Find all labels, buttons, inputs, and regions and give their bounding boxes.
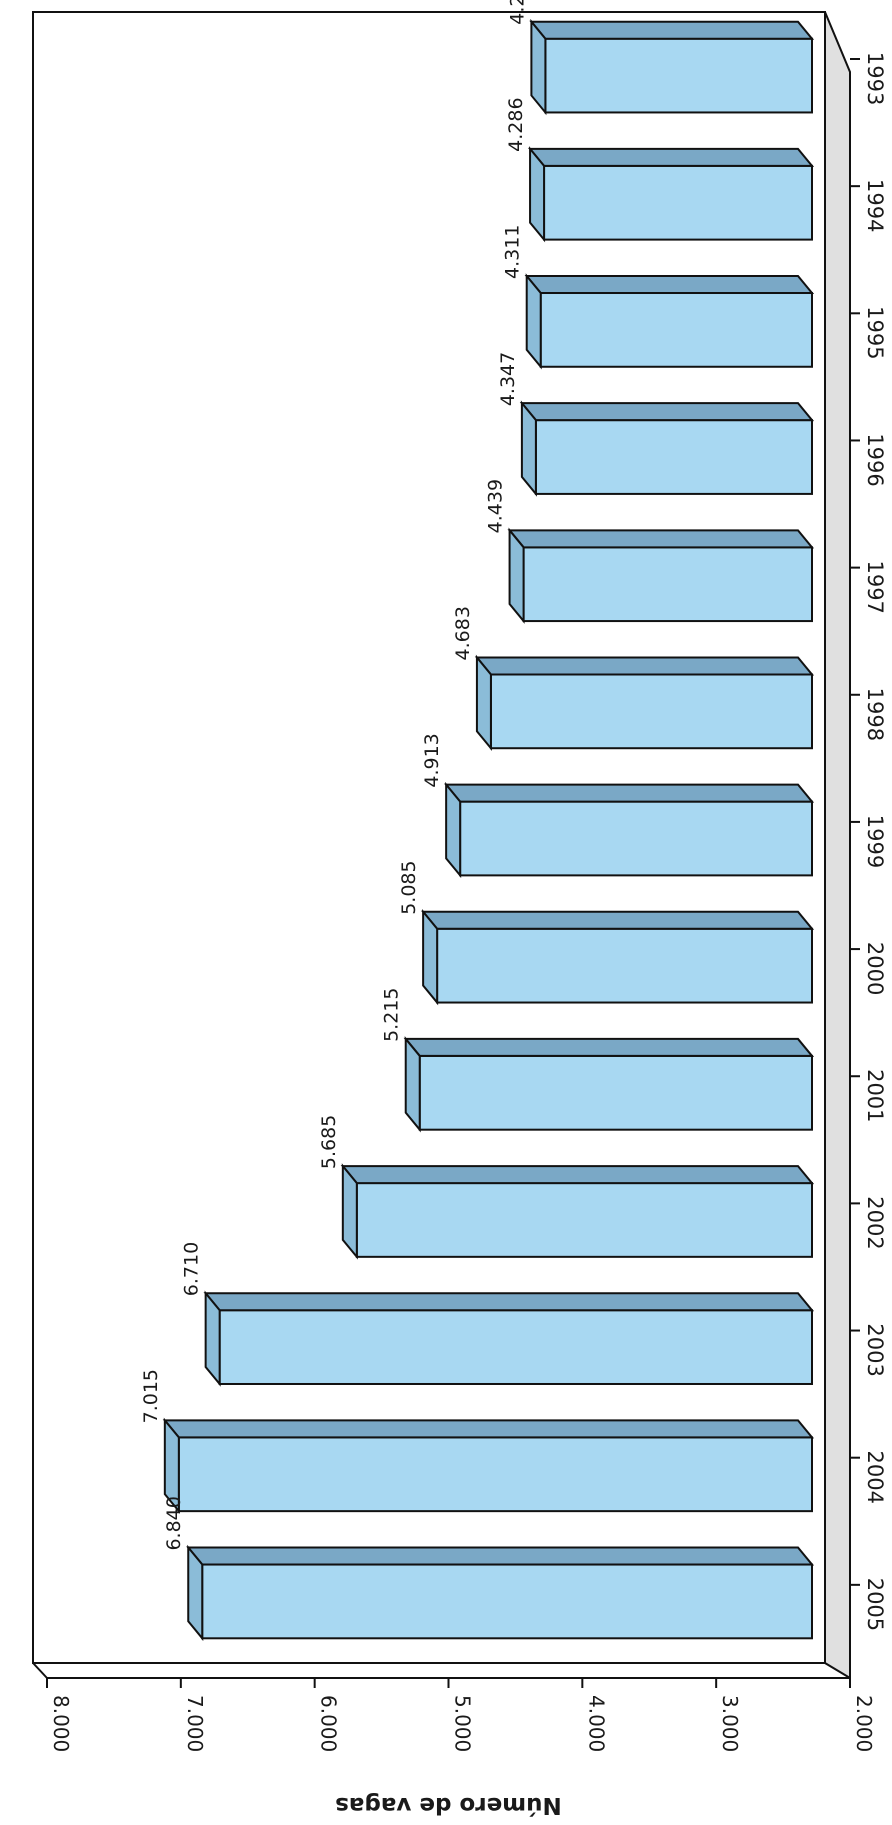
bar-top <box>444 783 815 803</box>
bar-front <box>489 673 813 750</box>
category-label: 1993 <box>863 52 887 105</box>
bar-value-label: 4.683 <box>452 606 474 660</box>
category-label: 1994 <box>863 179 887 232</box>
bar-front <box>544 37 813 114</box>
bar-value-label: 6.840 <box>163 1496 185 1550</box>
bar-end <box>475 654 492 752</box>
bar-value-label: 6.710 <box>181 1242 203 1296</box>
bar-front <box>201 1563 814 1640</box>
bar-front <box>522 546 813 623</box>
category-label: 2005 <box>863 1578 887 1631</box>
value-tick-label: 7.000 <box>183 1695 207 1752</box>
category-label: 1996 <box>863 433 887 486</box>
bar-value-label: 5.085 <box>398 860 420 914</box>
value-tick-label: 5.000 <box>451 1695 475 1752</box>
bar-value-label: 5.685 <box>318 1115 340 1169</box>
bar-top <box>474 656 815 676</box>
bar-end <box>525 273 542 370</box>
bar-top <box>421 910 815 930</box>
category-label: 1995 <box>863 306 887 359</box>
axis-depth-edge <box>32 1662 48 1679</box>
bar-top <box>340 1165 815 1185</box>
bar-front <box>534 419 814 495</box>
bar-end <box>508 527 525 624</box>
category-label: 1999 <box>863 815 887 868</box>
bar-top <box>162 1419 815 1439</box>
bar-top <box>527 147 815 167</box>
bar-top <box>186 1546 815 1566</box>
bar-value-label: 4.439 <box>485 479 507 533</box>
bar-front <box>418 1054 813 1131</box>
bar-end <box>341 1163 358 1260</box>
bar-end <box>445 781 462 879</box>
floor <box>824 11 851 1680</box>
bar-value-label: 5.215 <box>381 988 403 1042</box>
value-tick-label: 4.000 <box>584 1695 608 1752</box>
value-axis-title: Número de vagas <box>335 1792 562 1818</box>
bar-end <box>422 908 439 1006</box>
bar-value-label: 4.276 <box>506 0 528 25</box>
bar-end <box>163 1417 180 1514</box>
value-tick-label: 6.000 <box>317 1695 341 1752</box>
category-label: 2002 <box>863 1196 887 1249</box>
bar-top <box>519 402 815 422</box>
bar-value-label: 4.347 <box>497 352 519 406</box>
bar-top <box>403 1037 815 1057</box>
bar-end <box>187 1544 204 1642</box>
value-tick-label: 3.000 <box>718 1695 742 1752</box>
value-tick-label: 8.000 <box>49 1695 73 1752</box>
bar-top <box>524 275 815 295</box>
bar-top <box>203 1292 815 1312</box>
category-label: 2003 <box>863 1323 887 1376</box>
category-label: 1997 <box>863 560 887 613</box>
bar-front <box>355 1182 813 1258</box>
bar-front <box>459 800 813 877</box>
bar-front <box>543 164 813 241</box>
bar-end <box>204 1290 221 1387</box>
bar-top <box>507 529 815 549</box>
bar-value-label: 4.286 <box>505 97 527 151</box>
bar-end <box>404 1036 421 1133</box>
category-label: 2001 <box>863 1069 887 1122</box>
bar-end <box>529 146 546 243</box>
bar-value-label: 4.311 <box>502 225 524 279</box>
bar-end <box>530 18 547 116</box>
bar-front <box>539 292 813 368</box>
bar-top <box>529 20 815 40</box>
plot-area: 2.000 3.000 4.000 5.000 6.000 7.000 8.000 4.276… <box>32 0 887 1818</box>
bar-end <box>520 400 537 497</box>
bar-value-label: 4.913 <box>421 733 443 787</box>
bar-front <box>436 927 813 1004</box>
category-label: 1998 <box>863 688 887 741</box>
bar-value-label: 7.015 <box>140 1369 162 1423</box>
value-tick-label: 2.000 <box>852 1695 876 1752</box>
category-label: 2000 <box>863 942 887 995</box>
bar-front <box>177 1436 814 1513</box>
category-label: 2004 <box>863 1451 887 1504</box>
bar-front <box>218 1309 813 1385</box>
